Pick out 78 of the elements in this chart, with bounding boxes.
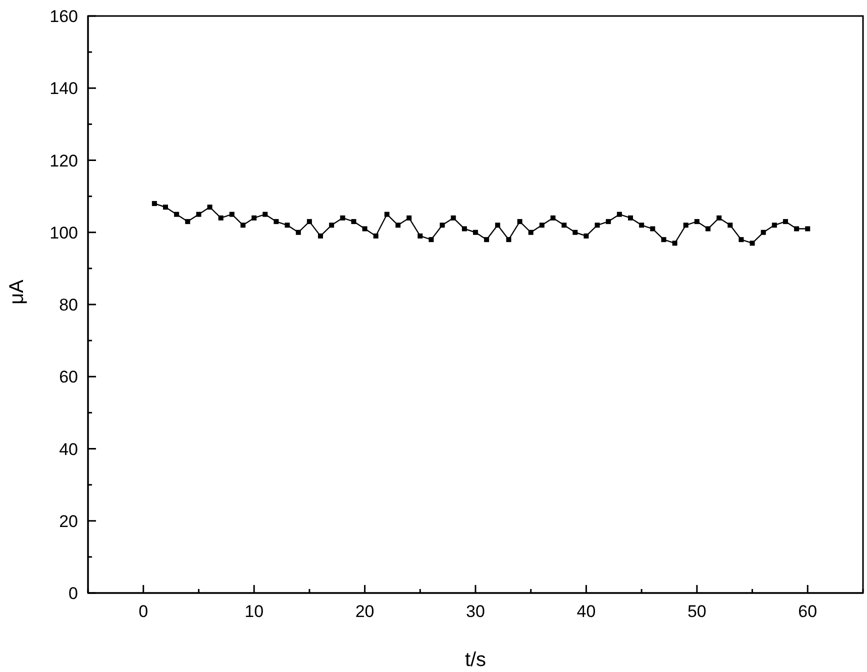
point: [616, 212, 622, 217]
point: [594, 222, 600, 228]
point: [661, 237, 666, 242]
point: [783, 219, 788, 224]
point: [185, 219, 190, 224]
point: [306, 219, 312, 224]
point: [152, 201, 157, 206]
point: [318, 233, 323, 238]
y-tick-label: 40: [59, 440, 78, 459]
point: [694, 219, 700, 224]
point: [229, 212, 234, 217]
point: [728, 222, 733, 228]
point: [528, 230, 534, 235]
point: [340, 215, 346, 220]
x-tick-label: 40: [576, 602, 596, 621]
point: [462, 226, 467, 232]
point: [163, 204, 168, 210]
x-tick-label: 20: [355, 602, 374, 621]
point: [562, 222, 567, 228]
point: [495, 222, 500, 228]
point: [772, 222, 777, 228]
y-tick-label: 20: [59, 512, 78, 531]
point: [362, 226, 368, 232]
x-axis-title: t/s: [464, 649, 486, 671]
point: [240, 222, 246, 228]
point: [207, 204, 212, 210]
point: [252, 215, 257, 220]
point: [406, 215, 412, 220]
point: [760, 230, 766, 235]
x-tick-label: 10: [244, 602, 264, 621]
point: [473, 230, 478, 235]
point: [683, 222, 688, 228]
point: [428, 237, 434, 242]
point: [284, 222, 290, 228]
y-tick-label: 140: [50, 79, 78, 98]
point: [351, 219, 356, 224]
x-tick-label: 30: [466, 602, 485, 621]
point: [196, 212, 202, 217]
point: [296, 230, 301, 235]
point: [262, 212, 268, 217]
point: [329, 222, 334, 228]
point: [794, 226, 800, 232]
point: [174, 212, 180, 217]
y-tick-label: 80: [59, 296, 78, 314]
point: [650, 226, 656, 232]
point: [218, 215, 224, 220]
y-tick-label: 120: [50, 151, 78, 170]
point: [639, 222, 644, 228]
x-tick-label: 0: [138, 602, 148, 621]
point: [805, 226, 810, 232]
y-axis-title: μA: [6, 278, 28, 304]
point: [517, 219, 522, 224]
point: [750, 240, 755, 246]
point: [440, 222, 445, 228]
point: [706, 226, 710, 232]
point: [628, 215, 633, 220]
y-tick-label: 160: [50, 7, 78, 26]
point: [396, 222, 400, 228]
y-tick-label: 60: [59, 368, 78, 387]
point: [418, 233, 423, 238]
point: [550, 215, 556, 220]
point: [506, 237, 512, 242]
point: [539, 222, 544, 228]
point: [373, 233, 378, 238]
y-tick-label: 100: [50, 223, 78, 242]
y-tick-label: 0: [68, 584, 78, 603]
point: [484, 237, 490, 242]
point: [450, 215, 456, 220]
x-tick-label: 60: [798, 602, 818, 621]
point: [716, 215, 722, 220]
point: [384, 212, 390, 217]
point: [606, 219, 611, 224]
point: [572, 230, 578, 235]
x-tick-label: 50: [687, 602, 706, 621]
point: [274, 219, 279, 224]
point: [738, 237, 744, 242]
point: [584, 233, 589, 238]
point: [672, 240, 678, 246]
